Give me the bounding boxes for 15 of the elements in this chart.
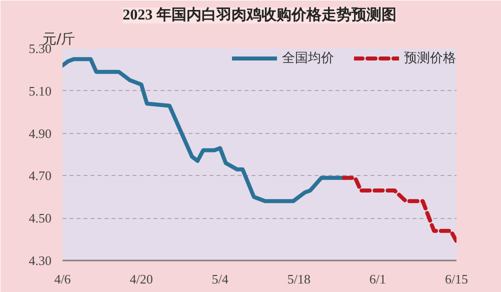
x-tick-label: 4/6 [54,272,72,286]
line-series [342,176,456,244]
x-tick-label: 5/4 [212,272,229,286]
x-tick-label: 6/1 [369,272,386,286]
y-tick-label: 4.90 [28,126,52,141]
y-tick-label: 4.70 [28,168,52,184]
y-tick-label: 4.30 [28,253,52,268]
x-tick-label: 4/20 [130,272,153,286]
y-tick-label: 4.50 [28,210,52,226]
chart-title: 2023 年国内白羽肉鸡收购价格走势预测图 [122,6,396,24]
x-tick-label: 6/15 [444,272,468,286]
legend-label: 全国均价 [282,50,334,67]
x-tick-label: 5/18 [287,272,310,286]
y-tick-label: 5.10 [28,83,52,98]
legend-label: 预测价格 [404,50,456,67]
